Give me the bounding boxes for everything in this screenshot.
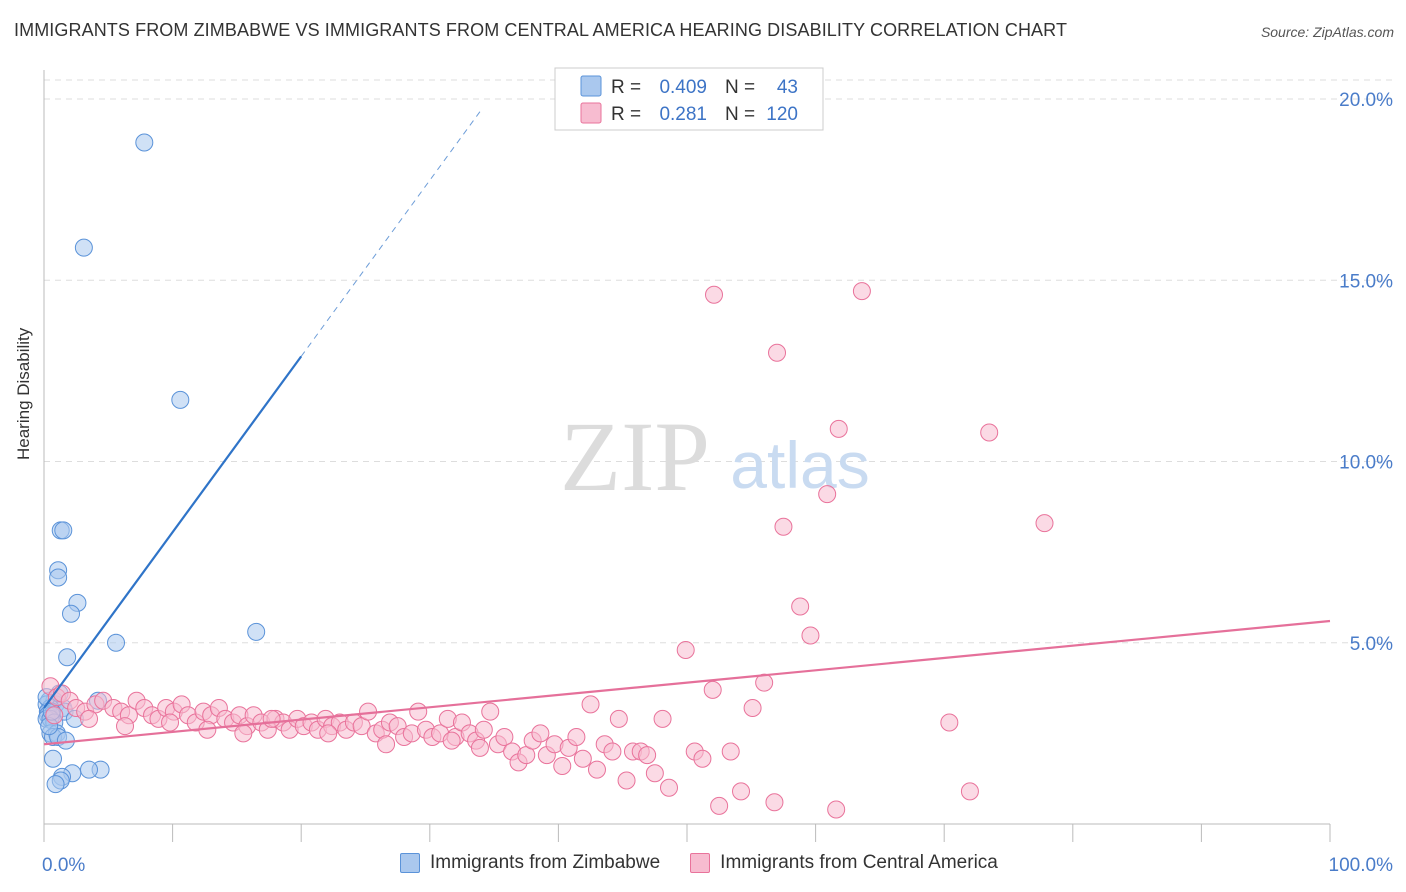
central-america-point-78 bbox=[603, 742, 622, 761]
zimbabwe-point-1 bbox=[74, 238, 93, 257]
legend-n-label-2: N = bbox=[725, 104, 755, 125]
central-america-point-101 bbox=[827, 800, 846, 819]
watermark-atlas: atlas bbox=[730, 428, 869, 502]
zimbabwe-trend-line bbox=[43, 355, 303, 709]
central-america-point-71 bbox=[553, 757, 572, 775]
legend-box-swatch-pink bbox=[580, 102, 602, 124]
legend-r-value-2: 0.281 bbox=[659, 104, 707, 125]
central-america-point-115 bbox=[262, 709, 281, 728]
central-america-point-119 bbox=[470, 738, 489, 757]
bottom-legend-item-zimbabwe: Immigrants from Zimbabwe bbox=[400, 852, 660, 874]
legend-box: R = 0.409 N = 43 R = 0.281 N = 120 bbox=[554, 67, 824, 131]
tick-labels: 5.0% 10.0% 15.0% 20.0% 0.0% 100.0% bbox=[42, 90, 1393, 876]
y-tick-label-2: 15.0% bbox=[1339, 271, 1393, 292]
zimbabwe-point-2 bbox=[171, 390, 190, 409]
central-america-point-86 bbox=[659, 778, 678, 797]
central-america-point-68 bbox=[531, 724, 550, 743]
x-tick-label-1: 100.0% bbox=[1329, 855, 1394, 876]
trend-lines bbox=[43, 109, 1331, 746]
zimbabwe-point-32 bbox=[44, 749, 63, 768]
bottom-legend-item-central-america: Immigrants from Central America bbox=[690, 852, 998, 874]
legend-r-value-1: 0.409 bbox=[659, 77, 707, 98]
central-america-point-99 bbox=[801, 626, 820, 645]
zimbabwe-point-0 bbox=[135, 133, 154, 152]
zimbabwe-point-6 bbox=[49, 568, 68, 587]
chart-title: IMMIGRANTS FROM ZIMBABWE VS IMMIGRANTS F… bbox=[14, 20, 1068, 40]
central-america-point-111 bbox=[116, 717, 135, 736]
central-america-point-110 bbox=[80, 709, 99, 728]
central-america-point-94 bbox=[743, 699, 762, 717]
zimbabwe-point-34 bbox=[80, 760, 99, 779]
central-america-point-90 bbox=[703, 680, 722, 699]
central-america-trend-line bbox=[43, 619, 1331, 746]
central-america-point-83 bbox=[638, 746, 657, 765]
central-america-point-63 bbox=[495, 728, 514, 746]
central-america-point-80 bbox=[617, 771, 636, 790]
central-america-point-102 bbox=[829, 419, 848, 438]
bottom-legend-swatch-pink bbox=[690, 853, 711, 873]
central-america-point-60 bbox=[474, 720, 493, 739]
central-america-point-116 bbox=[319, 724, 338, 743]
y-tick-label-1: 10.0% bbox=[1339, 453, 1393, 474]
bottom-legend-swatch-blue bbox=[400, 853, 420, 873]
central-america-point-118 bbox=[442, 731, 461, 750]
zimbabwe-point-38 bbox=[46, 775, 65, 794]
central-america-point-104 bbox=[980, 423, 999, 442]
central-america-point-61 bbox=[481, 702, 500, 721]
central-america-point-51 bbox=[409, 702, 428, 721]
central-america-point-98 bbox=[791, 597, 810, 616]
central-america-point-75 bbox=[581, 695, 600, 714]
central-america-point-93 bbox=[732, 782, 751, 801]
central-america-point-5 bbox=[45, 706, 64, 725]
legend-n-value-2: 120 bbox=[766, 104, 798, 125]
central-america-point-106 bbox=[940, 713, 959, 732]
bottom-legend-label-zimbabwe: Immigrants from Zimbabwe bbox=[430, 852, 661, 873]
central-america-point-109 bbox=[960, 782, 979, 801]
central-america-point-103 bbox=[852, 282, 871, 301]
zimbabwe-point-9 bbox=[107, 633, 126, 652]
central-america-point-107 bbox=[705, 285, 724, 304]
zimbabwe-point-8 bbox=[62, 604, 81, 623]
central-america-point-74 bbox=[573, 749, 592, 768]
zimbabwe-trend-extension bbox=[300, 109, 482, 357]
series-central-america-points bbox=[41, 282, 1054, 819]
central-america-point-100 bbox=[818, 485, 837, 504]
legend-r-label-2: R = bbox=[611, 104, 641, 125]
legend-n-label-1: N = bbox=[725, 77, 755, 98]
y-axis-label: Hearing Disability bbox=[14, 327, 33, 460]
central-america-point-87 bbox=[676, 641, 695, 659]
zimbabwe-point-4 bbox=[54, 521, 73, 540]
central-america-point-92 bbox=[721, 742, 740, 761]
y-tick-label-0: 5.0% bbox=[1350, 634, 1393, 655]
central-america-point-114 bbox=[234, 724, 253, 743]
central-america-point-79 bbox=[609, 709, 628, 728]
zimbabwe-point-10 bbox=[247, 622, 266, 641]
central-america-point-108 bbox=[768, 343, 787, 362]
central-america-point-112 bbox=[161, 713, 180, 732]
watermark: ZIP atlas bbox=[560, 401, 870, 512]
central-america-point-97 bbox=[774, 517, 793, 536]
watermark-zip: ZIP bbox=[560, 401, 710, 512]
bottom-legend-label-central-america: Immigrants from Central America bbox=[720, 852, 998, 873]
central-america-point-117 bbox=[377, 735, 396, 754]
x-tick-label-0: 0.0% bbox=[42, 855, 85, 876]
zimbabwe-point-11 bbox=[58, 648, 77, 667]
central-america-point-73 bbox=[567, 728, 586, 746]
source-label: Source: ZipAtlas.com bbox=[1260, 24, 1394, 40]
central-america-point-96 bbox=[765, 793, 784, 812]
grid-lines bbox=[44, 79, 1392, 644]
central-america-point-105 bbox=[1035, 514, 1054, 533]
y-tick-label-3: 20.0% bbox=[1339, 90, 1393, 111]
central-america-point-89 bbox=[693, 749, 712, 768]
legend-box-swatch-blue bbox=[580, 75, 602, 97]
central-america-point-85 bbox=[653, 709, 672, 728]
central-america-point-91 bbox=[710, 796, 729, 815]
central-america-point-84 bbox=[645, 764, 664, 783]
bottom-legend: Immigrants from Zimbabwe Immigrants from… bbox=[400, 852, 1028, 874]
legend-r-label-1: R = bbox=[611, 77, 641, 98]
central-america-point-76 bbox=[587, 760, 606, 779]
legend-n-value-1: 43 bbox=[777, 77, 798, 98]
